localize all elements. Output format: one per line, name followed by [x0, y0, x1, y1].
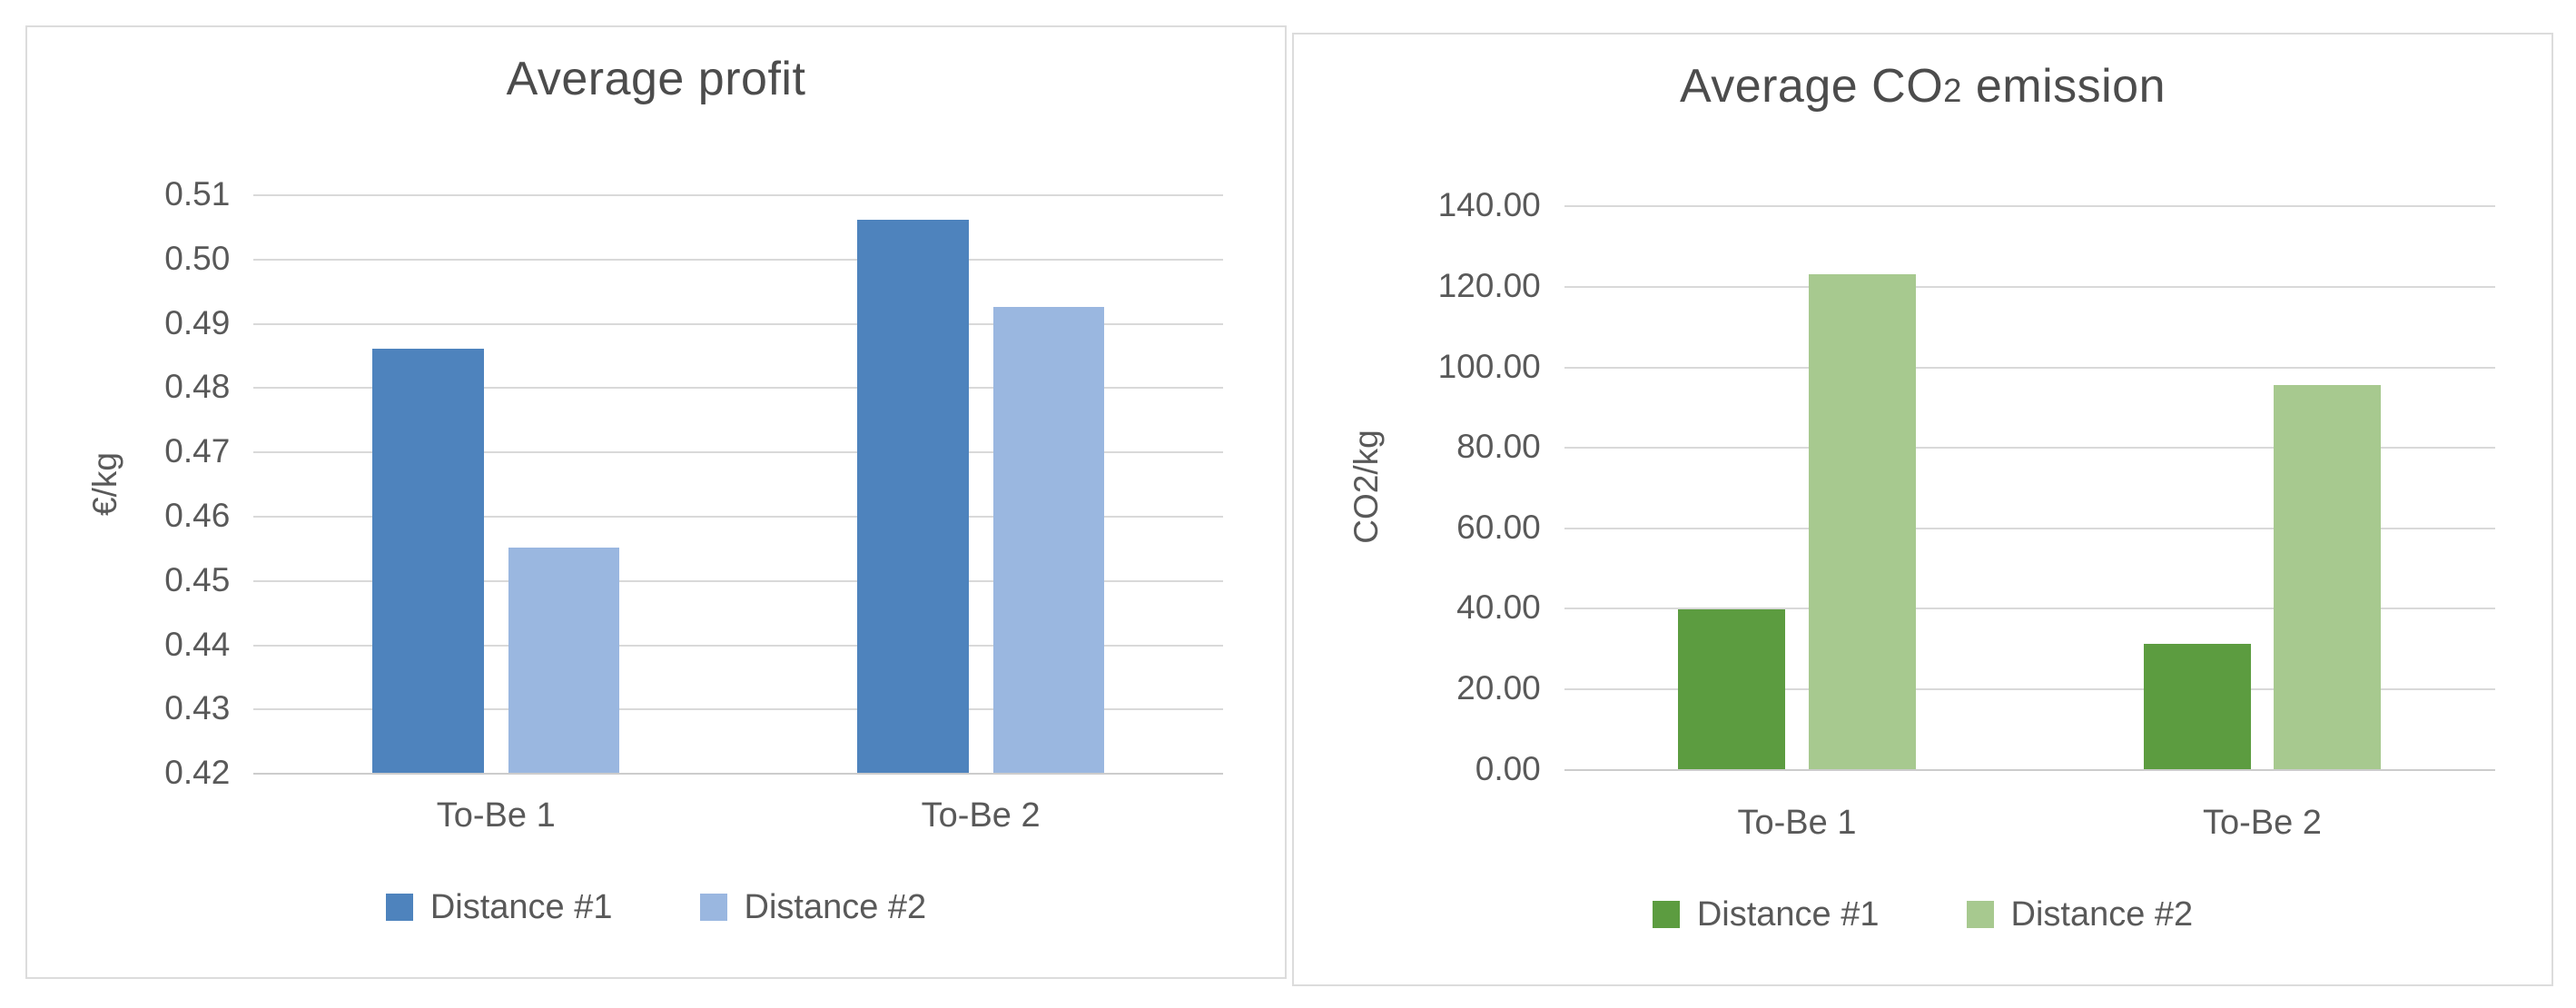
- gridline: [253, 322, 1224, 325]
- y-tick-label: 140.00: [1437, 186, 1541, 224]
- legend-item: Distance #2: [1966, 894, 2194, 934]
- gridline: [253, 387, 1224, 390]
- y-tick-label: 0.43: [164, 689, 231, 727]
- gridline: [253, 194, 1224, 197]
- y-axis-label: CO2/kg: [1347, 430, 1386, 545]
- x-category-label: To-Be 1: [436, 796, 556, 835]
- legend: Distance #1 Distance #2: [1294, 895, 2551, 934]
- y-tick-label: 0.50: [164, 239, 231, 277]
- legend-item: Distance #1: [1652, 894, 1880, 934]
- gridline: [253, 258, 1224, 261]
- chart-panel-average-co2-emission: Average CO2 emission CO2/kg 140.00 120.00…: [1292, 33, 2553, 986]
- y-tick-label: 0.47: [164, 432, 231, 470]
- x-category-label: To-Be 2: [921, 796, 1041, 835]
- gridline: [253, 579, 1224, 582]
- y-tick-label: 0.51: [164, 175, 231, 213]
- x-category-label: To-Be 2: [2202, 804, 2322, 843]
- chart-title-part: Average CO: [1679, 60, 1944, 114]
- chart-panel-average-profit: Average profit €/kg 0.51 0.50 0.49 0.48 0.47…: [25, 25, 1287, 979]
- y-tick-label: 0.46: [164, 496, 231, 534]
- gridline: [1564, 608, 2495, 610]
- chart-title: Average profit: [506, 53, 806, 106]
- gridline: [1564, 447, 2495, 450]
- y-tick-label: 20.00: [1456, 668, 1541, 707]
- plot-canvas: 140.00 120.00 100.00 80.00 60.00 40.00 20.00 0.…: [1294, 35, 2551, 984]
- y-tick-label: 0.48: [164, 368, 231, 406]
- legend-swatch-icon: [1966, 901, 1994, 929]
- bar-series2-cat2: [2274, 385, 2382, 769]
- x-axis-line: [253, 773, 1224, 776]
- chart-title: Average CO2 emission: [1294, 59, 2551, 114]
- y-tick-label: 0.00: [1475, 749, 1541, 787]
- bar-series1-cat1: [1678, 609, 1786, 769]
- plot-canvas: 0.51 0.50 0.49 0.48 0.47 0.46 0.45 0.44 0.43 0.42…: [27, 27, 1285, 977]
- x-axis-line: [1564, 768, 2495, 771]
- y-tick-label: 0.49: [164, 303, 231, 341]
- legend-item: Distance #1: [385, 887, 613, 927]
- y-axis-label: €/kg: [85, 451, 123, 516]
- legend-label: Distance #1: [1696, 894, 1880, 934]
- bar-series2-cat2: [992, 306, 1105, 774]
- legend-label: Distance #2: [744, 887, 927, 926]
- bar-series1-cat1: [372, 348, 484, 774]
- y-tick-label: 120.00: [1437, 266, 1541, 304]
- gridline: [1564, 527, 2495, 529]
- gridline: [1564, 205, 2495, 208]
- legend: Distance #1 Distance #2: [27, 888, 1285, 927]
- gridline: [253, 708, 1224, 711]
- y-tick-label: 80.00: [1456, 428, 1541, 466]
- y-tick-label: 60.00: [1456, 508, 1541, 546]
- chart-title-part: 2: [1943, 72, 1962, 110]
- gridline: [1564, 366, 2495, 369]
- y-tick-label: 100.00: [1437, 347, 1541, 385]
- legend-label: Distance #1: [429, 887, 613, 926]
- y-tick-label: 0.42: [164, 754, 231, 792]
- legend-swatch-icon: [385, 894, 413, 922]
- gridline: [253, 515, 1224, 518]
- bar-series2-cat1: [1808, 273, 1916, 769]
- y-tick-label: 0.45: [164, 560, 231, 598]
- legend-label: Distance #2: [2010, 894, 2194, 934]
- legend-swatch-icon: [1652, 901, 1680, 929]
- legend-item: Distance #2: [699, 887, 927, 927]
- y-tick-label: 40.00: [1456, 588, 1541, 627]
- gridline: [1564, 687, 2495, 690]
- y-tick-label: 0.44: [164, 625, 231, 663]
- chart-title-part: emission: [1961, 60, 2166, 114]
- bar-series1-cat2: [857, 220, 969, 774]
- gridline: [253, 451, 1224, 454]
- legend-swatch-icon: [699, 894, 727, 922]
- gridline: [1564, 285, 2495, 288]
- x-category-label: To-Be 1: [1737, 804, 1857, 843]
- gridline: [253, 644, 1224, 647]
- bar-series2-cat1: [508, 548, 620, 774]
- bar-series1-cat2: [2143, 644, 2251, 769]
